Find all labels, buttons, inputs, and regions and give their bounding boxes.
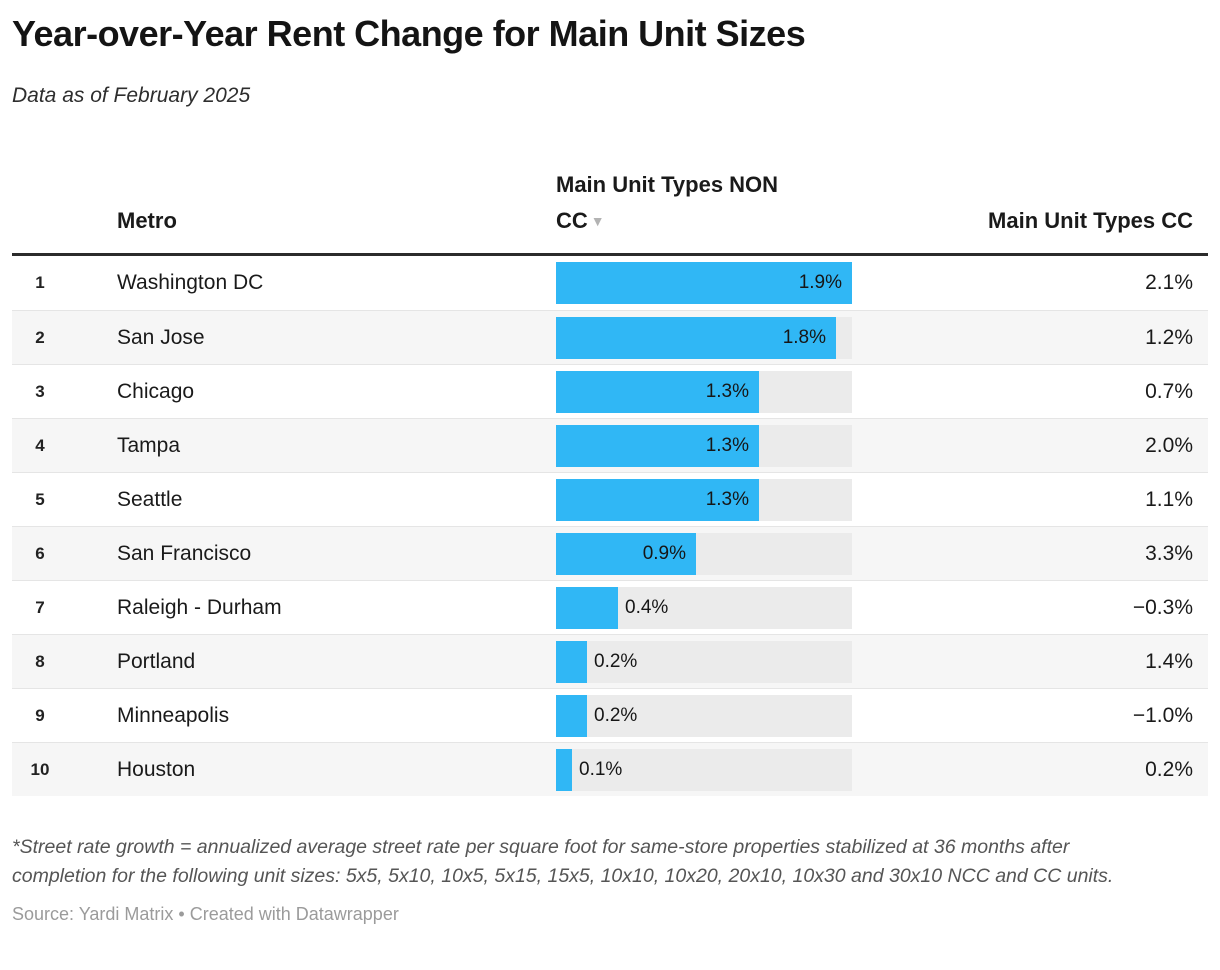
non-cc-bar (556, 748, 572, 791)
table-row: 9 Minneapolis 0.2% −1.0% (12, 688, 1208, 742)
non-cc-bar-cell: 1.3% (556, 370, 852, 413)
non-cc-column-header[interactable]: Main Unit Types NON CC ▼ (556, 167, 811, 239)
metro-name: Portland (117, 649, 196, 673)
source-text: Source: Yardi Matrix (12, 904, 174, 924)
bar-track: 1.3% (556, 478, 852, 521)
datawrapper-attribution-link[interactable]: Created with Datawrapper (189, 904, 399, 924)
metro-name: San Jose (117, 325, 205, 349)
non-cc-bar-cell: 0.1% (556, 748, 852, 791)
non-cc-bar-cell: 1.3% (556, 478, 852, 521)
table-row: 2 San Jose 1.8% 1.2% (12, 310, 1208, 364)
row-rank: 1 (35, 273, 45, 292)
table-row: 10 Houston 0.1% 0.2% (12, 742, 1208, 796)
table-row: 8 Portland 0.2% 1.4% (12, 634, 1208, 688)
row-rank: 7 (35, 597, 45, 617)
bar-track: 0.9% (556, 532, 852, 575)
non-cc-value-label: 1.3% (705, 380, 749, 402)
non-cc-bar (556, 586, 618, 629)
row-rank: 10 (30, 759, 50, 779)
metro-name: Seattle (117, 487, 183, 511)
bar-track: 0.1% (556, 748, 852, 791)
bar-track: 0.4% (556, 586, 852, 629)
header-divider (12, 253, 1208, 256)
bar-track: 0.2% (556, 694, 852, 737)
non-cc-bar-cell: 0.4% (556, 586, 852, 629)
cc-value: 2.1% (1145, 271, 1193, 294)
bar-track: 1.3% (556, 424, 852, 467)
non-cc-value-label: 0.2% (594, 704, 638, 726)
metro-column-header-cell: Metro (68, 203, 556, 239)
non-cc-value-label: 1.8% (782, 326, 826, 348)
row-rank: 3 (35, 381, 45, 401)
table-row: 3 Chicago 1.3% 0.7% (12, 364, 1208, 418)
bar-track: 1.3% (556, 370, 852, 413)
metro-column-header[interactable]: Metro (117, 208, 177, 233)
sort-descending-icon: ▼ (590, 213, 605, 229)
cc-column-header[interactable]: Main Unit Types CC (988, 208, 1193, 233)
non-cc-bar-cell: 1.8% (556, 316, 852, 359)
non-cc-value-label: 1.9% (798, 272, 842, 293)
non-cc-column-header-cell: Main Unit Types NON CC ▼ (556, 167, 852, 239)
non-cc-bar (556, 370, 759, 413)
table-row: 5 Seattle 1.3% 1.1% (12, 472, 1208, 526)
metro-name: Chicago (117, 379, 195, 403)
non-cc-value-label: 0.9% (642, 542, 686, 564)
non-cc-bar (556, 316, 836, 359)
footnote: *Street rate growth = annualized average… (12, 836, 1114, 887)
table-row: 7 Raleigh - Durham 0.4% −0.3% (12, 580, 1208, 634)
cc-value: −1.0% (1132, 703, 1193, 727)
cc-value: −0.3% (1132, 595, 1193, 619)
source-line: Source: Yardi Matrix • Created with Data… (12, 903, 1208, 925)
non-cc-bar-cell: 0.2% (556, 640, 852, 683)
non-cc-bar (556, 424, 759, 467)
bar-track: 1.8% (556, 316, 852, 359)
metro-name: Washington DC (117, 271, 264, 294)
metro-name: Houston (117, 757, 196, 781)
bar-track: 0.2% (556, 640, 852, 683)
non-cc-value-label: 0.4% (625, 596, 669, 618)
metro-name: Raleigh - Durham (117, 595, 282, 619)
page-title: Year-over-Year Rent Change for Main Unit… (12, 13, 806, 54)
chart-subtitle: Data as of February 2025 (12, 84, 251, 107)
cc-value: 3.3% (1145, 541, 1193, 565)
cc-value: 2.0% (1145, 433, 1193, 457)
non-cc-bar (556, 640, 587, 683)
table-header-row: Metro Main Unit Types NON CC ▼ Main Unit … (12, 108, 1208, 253)
row-rank: 2 (35, 327, 45, 347)
non-cc-bar-cell: 0.9% (556, 532, 852, 575)
row-rank: 9 (35, 705, 45, 725)
metro-name: Tampa (117, 433, 181, 457)
non-cc-bar-cell: 1.3% (556, 424, 852, 467)
cc-value: 0.2% (1145, 757, 1193, 781)
non-cc-value-label: 1.3% (705, 434, 749, 456)
cc-value: 1.4% (1145, 649, 1193, 673)
row-rank: 5 (35, 489, 45, 509)
row-rank: 8 (35, 651, 45, 671)
non-cc-value-label: 0.2% (594, 650, 638, 672)
non-cc-bar (556, 478, 759, 521)
cc-value: 1.1% (1145, 487, 1193, 511)
non-cc-bar (556, 532, 696, 575)
source-separator: • (173, 904, 190, 924)
non-cc-value-label: 1.3% (705, 488, 749, 510)
non-cc-bar-cell: 1.9% (556, 262, 852, 304)
cc-value: 1.2% (1145, 325, 1193, 349)
metro-name: San Francisco (117, 541, 252, 565)
non-cc-bar (556, 262, 852, 304)
table-row: 1 Washington DC 1.9% 2.1% (12, 256, 1208, 310)
cc-value: 0.7% (1145, 379, 1193, 403)
table-row: 4 Tampa 1.3% 2.0% (12, 418, 1208, 472)
non-cc-column-header-label: Main Unit Types NON CC (556, 172, 779, 233)
non-cc-value-label: 0.1% (579, 758, 623, 780)
metro-name: Minneapolis (117, 703, 230, 727)
non-cc-bar-cell: 0.2% (556, 694, 852, 737)
table-body: 1 Washington DC 1.9% 2.1% 2 San Jose 1.8% 1.2% 3… (12, 256, 1208, 796)
row-rank: 6 (35, 543, 45, 563)
row-rank: 4 (35, 435, 45, 455)
non-cc-bar (556, 694, 587, 737)
table-row: 6 San Francisco 0.9% 3.3% (12, 526, 1208, 580)
bar-track: 1.9% (556, 262, 852, 304)
cc-column-header-cell: Main Unit Types CC (852, 203, 1208, 239)
